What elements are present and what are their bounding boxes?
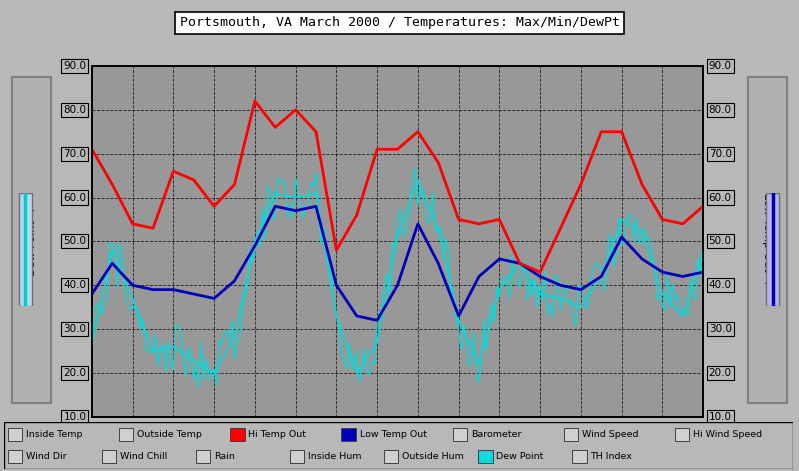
Text: 50.0: 50.0 bbox=[63, 236, 86, 246]
Bar bbox=[230, 428, 244, 441]
Text: Outside Temp: Outside Temp bbox=[137, 430, 202, 439]
Text: Dew Point °F: Dew Point °F bbox=[26, 204, 37, 276]
Text: 60.0: 60.0 bbox=[63, 193, 86, 203]
Text: 50.0: 50.0 bbox=[709, 236, 732, 246]
FancyBboxPatch shape bbox=[748, 77, 787, 403]
Text: Hi Wind Speed: Hi Wind Speed bbox=[694, 430, 762, 439]
Text: 80.0: 80.0 bbox=[709, 105, 732, 115]
Text: 70.0: 70.0 bbox=[709, 149, 732, 159]
Bar bbox=[453, 428, 467, 441]
Bar bbox=[479, 450, 492, 463]
Text: 80.0: 80.0 bbox=[63, 105, 86, 115]
Text: 30.0: 30.0 bbox=[709, 324, 732, 334]
Text: Dew Point: Dew Point bbox=[496, 452, 544, 462]
FancyBboxPatch shape bbox=[19, 193, 32, 306]
Text: 20.0: 20.0 bbox=[709, 368, 732, 378]
Bar bbox=[564, 428, 578, 441]
Text: Rain: Rain bbox=[214, 452, 235, 462]
Text: Low Temp Out: Low Temp Out bbox=[360, 430, 427, 439]
Text: TH Index: TH Index bbox=[590, 452, 632, 462]
Bar bbox=[196, 450, 210, 463]
Bar bbox=[675, 428, 690, 441]
Text: 60.0: 60.0 bbox=[709, 193, 732, 203]
Bar bbox=[119, 428, 133, 441]
Text: Hi Temp Out: Hi Temp Out bbox=[248, 430, 307, 439]
Text: 40.0: 40.0 bbox=[63, 280, 86, 290]
Text: Inside Temp: Inside Temp bbox=[26, 430, 82, 439]
Text: 40.0: 40.0 bbox=[709, 280, 732, 290]
FancyBboxPatch shape bbox=[12, 77, 51, 403]
Text: 10.0: 10.0 bbox=[63, 412, 86, 422]
Text: Low Temp Out °F: Low Temp Out °F bbox=[762, 193, 773, 287]
FancyBboxPatch shape bbox=[4, 422, 793, 469]
Bar bbox=[572, 450, 586, 463]
Text: Outside Hum: Outside Hum bbox=[403, 452, 464, 462]
Text: Inside Hum: Inside Hum bbox=[308, 452, 362, 462]
Text: Wind Speed: Wind Speed bbox=[582, 430, 638, 439]
Bar bbox=[341, 428, 356, 441]
Text: 10.0: 10.0 bbox=[709, 412, 732, 422]
Text: 90.0: 90.0 bbox=[63, 61, 86, 71]
Text: 90.0: 90.0 bbox=[709, 61, 732, 71]
Bar bbox=[384, 450, 399, 463]
Text: Portsmouth, VA March 2000 / Temperatures: Max/Min/DewPt: Portsmouth, VA March 2000 / Temperatures… bbox=[180, 16, 619, 30]
Bar bbox=[290, 450, 304, 463]
Bar bbox=[102, 450, 116, 463]
Text: Wind Chill: Wind Chill bbox=[120, 452, 168, 462]
Bar bbox=[8, 450, 22, 463]
Text: Wind Dir: Wind Dir bbox=[26, 452, 67, 462]
Bar bbox=[8, 428, 22, 441]
FancyBboxPatch shape bbox=[766, 193, 779, 306]
Text: 70.0: 70.0 bbox=[63, 149, 86, 159]
Text: Barometer: Barometer bbox=[471, 430, 521, 439]
Text: 20.0: 20.0 bbox=[63, 368, 86, 378]
Text: 30.0: 30.0 bbox=[63, 324, 86, 334]
